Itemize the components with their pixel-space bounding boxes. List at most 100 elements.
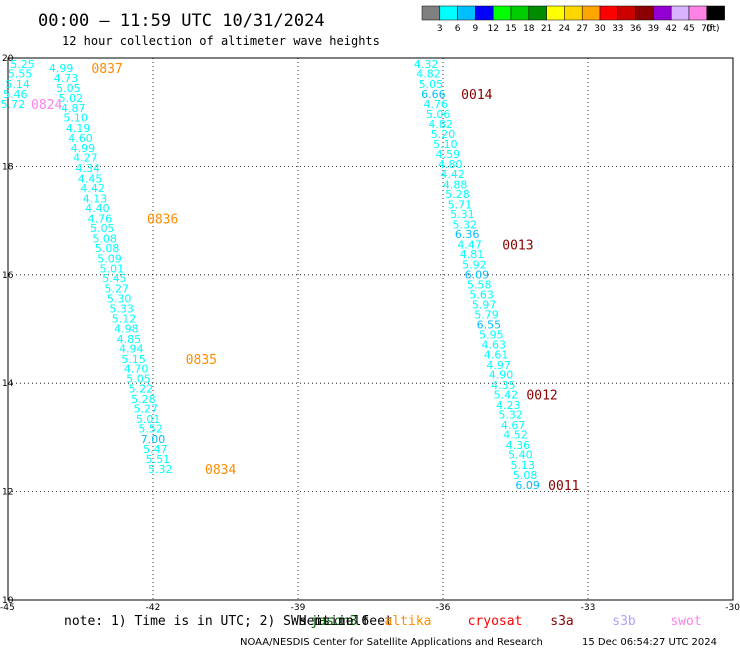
- wave-height-value: 5.71: [448, 198, 473, 211]
- y-axis-ticks: 10 12 14 16 18 20: [2, 54, 14, 606]
- wave-height-value: 5.09: [97, 253, 122, 266]
- wave-height-value: 5.58: [467, 279, 492, 292]
- wave-height-value: 5.32: [498, 409, 523, 422]
- chart-title: 00:00 – 11:59 UTC 10/31/2024: [38, 11, 325, 31]
- legend-swatch: [421, 5, 441, 21]
- wave-height-value: 4.76: [424, 98, 449, 111]
- wave-height-value: 4.85: [117, 333, 142, 346]
- wave-height-value: 4.13: [83, 192, 108, 205]
- wave-height-value: 5.25: [10, 58, 35, 71]
- legend-swatch: [670, 5, 690, 21]
- legend-label: 36: [630, 24, 642, 34]
- legend-swatch: [706, 5, 725, 21]
- generated-timestamp: 15 Dec 06:54:27 UTC 2024: [582, 637, 717, 648]
- legend-swatch: [688, 5, 708, 21]
- wave-height-value: 4.63: [482, 339, 507, 352]
- satellite-name: swot: [670, 614, 701, 629]
- wave-height-value: 6.09: [465, 268, 490, 281]
- pass-time-label: 0012: [526, 389, 557, 404]
- wave-height-value: 4.52: [503, 429, 528, 442]
- pass-time-label: 0835: [186, 353, 217, 368]
- wave-height-value: 4.76: [88, 212, 113, 225]
- wave-height-value: 4.61: [484, 348, 509, 361]
- wave-height-value: 5.52: [138, 423, 163, 436]
- legend-label: 39: [648, 24, 660, 34]
- x-tick-label: -45: [0, 603, 15, 613]
- satellite-name: altika: [385, 614, 432, 629]
- wave-height-value: 4.42: [440, 168, 465, 181]
- x-tick-label: -30: [725, 603, 740, 613]
- wave-height-value: 4.82: [416, 68, 441, 81]
- wave-height-value: 5.51: [146, 453, 171, 466]
- wave-height-value: 4.36: [506, 439, 531, 452]
- wave-height-value: 5.33: [109, 302, 134, 315]
- wave-height-value: 4.88: [443, 178, 468, 191]
- legend-swatch: [653, 5, 672, 21]
- legend-swatch: [564, 5, 583, 21]
- grid-lines: [8, 58, 733, 600]
- legend-swatch: [581, 5, 601, 21]
- satellite-name: cryosat: [468, 614, 523, 629]
- wave-height-value: 4.99: [49, 62, 74, 75]
- wave-height-value: 5.08: [92, 232, 117, 245]
- wave-height-value: 6.09: [515, 479, 540, 492]
- legend-swatch: [599, 5, 619, 21]
- y-tick-label: 18: [2, 162, 14, 172]
- wave-height-value: 6.66: [421, 88, 446, 101]
- pass-time-label: 0834: [205, 463, 236, 478]
- wave-height-value: 5.22: [129, 383, 154, 396]
- wave-height-value: 4.82: [428, 118, 453, 131]
- wave-height-value: 5.06: [426, 108, 451, 121]
- wave-height-value: 5.12: [112, 313, 137, 326]
- wave-height-value: 4.42: [80, 182, 105, 195]
- wave-height-value: 4.23: [496, 399, 521, 412]
- wave-height-value: 5.28: [445, 188, 470, 201]
- legend-label: 33: [612, 24, 623, 34]
- wave-height-value: 5.05: [126, 372, 151, 385]
- wave-height-value: 4.35: [491, 379, 516, 392]
- wave-height-value: 4.27: [73, 152, 98, 165]
- wave-height-value: 5.46: [3, 88, 28, 101]
- wave-height-value: 4.80: [438, 158, 463, 171]
- wave-height-value: 5.30: [107, 293, 132, 306]
- pass-time-label: 0014: [461, 88, 492, 103]
- wave-height-value: 5.05: [419, 78, 444, 91]
- pass-time-labels: 0837 0836 0835 0834 0824 0014 0013 0012 0011: [31, 62, 579, 494]
- wave-height-value: 5.95: [479, 328, 504, 341]
- legend-label: 12: [487, 24, 498, 34]
- wave-height-value: 4.67: [501, 419, 526, 432]
- legend-swatch: [510, 5, 530, 21]
- wave-height-value: 4.90: [489, 369, 514, 382]
- legend-swatch: [617, 5, 636, 21]
- plot-frame: [7, 57, 734, 601]
- wave-height-values: 4.994.735.055.024.875.104.194.604.994.27…: [1, 58, 540, 492]
- wave-height-value: 5.47: [143, 443, 168, 456]
- wave-height-value: 4.98: [114, 322, 139, 335]
- pass-time-label: 0836: [147, 212, 178, 227]
- wave-height-value: 4.73: [54, 72, 79, 85]
- legend-label: 24: [559, 24, 571, 34]
- y-tick-label: 14: [2, 379, 14, 389]
- wave-height-value: 5.32: [148, 463, 173, 476]
- legend-label: 3: [437, 24, 443, 34]
- wave-height-value: 5.05: [56, 82, 81, 95]
- x-tick-label: -36: [436, 603, 451, 613]
- legend-label: 15: [505, 24, 516, 34]
- satellite-name: sentinel6: [299, 614, 369, 629]
- wave-height-value: 5.63: [469, 288, 494, 301]
- credit-line: NOAA/NESDIS Center for Satellite Applica…: [240, 637, 543, 648]
- wave-height-value: 4.81: [460, 248, 485, 261]
- wave-height-value: 4.32: [414, 58, 439, 71]
- wave-height-value: 5.10: [433, 138, 458, 151]
- wave-height-value: 4.94: [119, 343, 144, 356]
- x-axis-ticks: -45 -42 -39 -36 -33 -30: [0, 603, 740, 613]
- legend-unit: (ft): [706, 24, 720, 34]
- wave-height-value: 5.20: [431, 128, 456, 141]
- y-tick-label: 12: [2, 488, 13, 498]
- wave-height-value: 4.40: [85, 202, 110, 215]
- wave-height-value: 5.27: [105, 282, 130, 295]
- legend-label: 42: [665, 24, 676, 34]
- legend-swatch: [492, 5, 512, 21]
